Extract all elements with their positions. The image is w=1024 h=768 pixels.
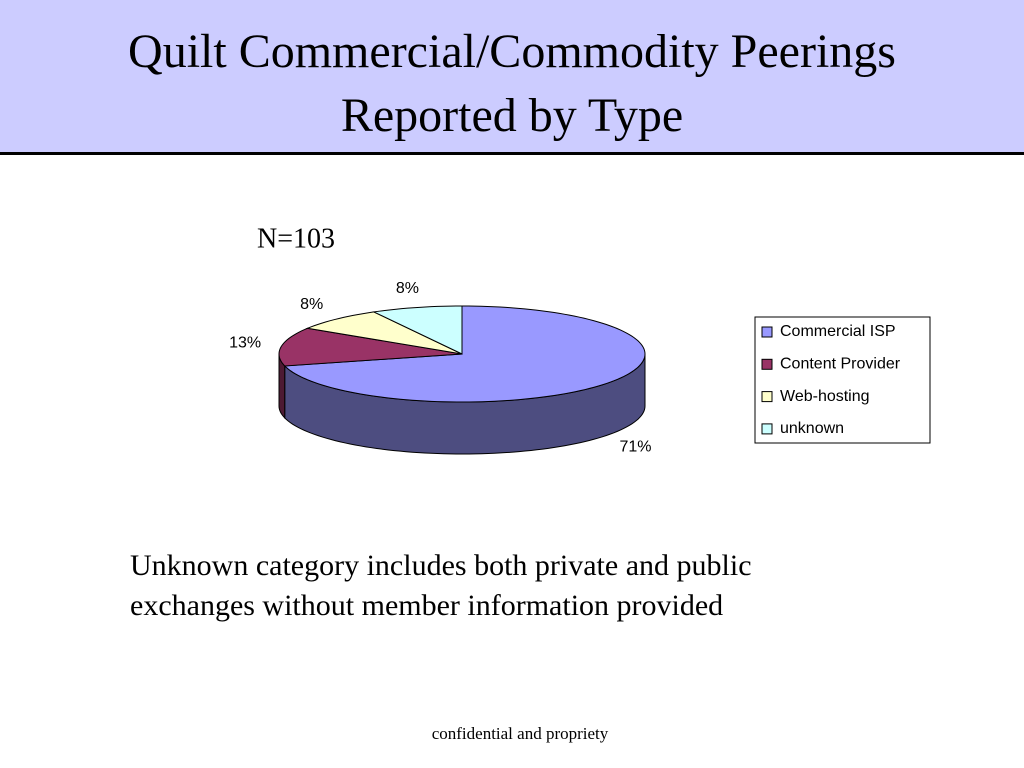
legend-label: unknown bbox=[780, 420, 844, 437]
slide-title: Quilt Commercial/Commodity Peerings Repo… bbox=[128, 25, 896, 142]
pie-slice bbox=[372, 305, 463, 355]
footer: confidential and propriety bbox=[431, 724, 609, 743]
legend-label: Content Provider bbox=[780, 356, 901, 373]
data-label: 13% bbox=[229, 335, 261, 352]
pie-slice bbox=[283, 305, 646, 403]
legend-box bbox=[754, 316, 931, 444]
legend-swatch bbox=[761, 358, 773, 370]
title-bar bbox=[0, 0, 1024, 155]
legend-label: Commercial ISP bbox=[780, 323, 896, 340]
legend-swatch bbox=[761, 391, 773, 403]
pie-slice bbox=[278, 327, 463, 367]
data-label: 71% bbox=[620, 438, 652, 455]
legend-label: Web-hosting bbox=[780, 388, 870, 405]
data-label: 8% bbox=[300, 296, 323, 313]
chart-subtitle: N=103 bbox=[257, 223, 335, 254]
legend-swatch bbox=[761, 423, 773, 435]
note: Unknown category includes both private a… bbox=[130, 549, 752, 622]
pie-slice bbox=[305, 311, 463, 355]
data-label: 8% bbox=[396, 280, 419, 297]
legend-swatch bbox=[761, 326, 773, 338]
